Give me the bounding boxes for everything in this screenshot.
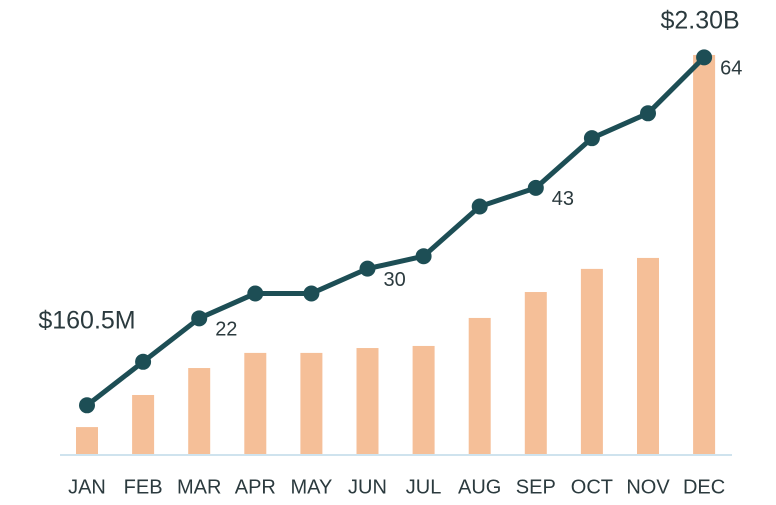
bar — [468, 317, 491, 455]
bar — [356, 348, 379, 455]
bar — [580, 268, 603, 455]
point — [135, 353, 152, 370]
data-label: 43 — [552, 188, 574, 210]
x-tick-label: JUL — [406, 476, 442, 498]
data-label: 22 — [215, 319, 237, 341]
point — [640, 105, 656, 122]
x-tick-label: DEC — [683, 476, 725, 498]
point — [303, 285, 320, 302]
bar — [412, 345, 435, 455]
bar — [244, 352, 267, 455]
data-label: $160.5M — [38, 307, 135, 335]
x-tick-label: AUG — [458, 476, 501, 498]
x-tick-label: MAR — [177, 476, 221, 498]
x-tick-label: FEB — [124, 476, 163, 498]
x-tick-label: JUN — [348, 476, 387, 498]
point — [79, 397, 95, 414]
bar — [693, 54, 716, 455]
line — [85, 55, 706, 408]
point — [471, 198, 488, 215]
x-tick-label: SEP — [516, 476, 556, 498]
x-tick-label: NOV — [626, 476, 670, 498]
point — [191, 310, 208, 327]
bar — [637, 257, 659, 455]
point — [527, 179, 544, 196]
x-tick-label: OCT — [571, 476, 613, 498]
bar — [300, 352, 323, 455]
bar — [188, 368, 211, 455]
data-label: $2.30B — [660, 7, 739, 35]
x-tick-label: MAY — [290, 476, 332, 498]
point — [696, 49, 713, 66]
point — [359, 260, 376, 277]
bar — [132, 394, 155, 455]
data-label: 30 — [384, 269, 406, 291]
point — [247, 285, 264, 302]
data-label: 64 — [720, 58, 742, 80]
point — [583, 130, 600, 147]
x-tick-label: JAN — [68, 476, 106, 498]
bar — [524, 292, 547, 455]
point — [415, 248, 432, 265]
bar — [76, 427, 98, 455]
x-tick-label: APR — [235, 476, 276, 498]
